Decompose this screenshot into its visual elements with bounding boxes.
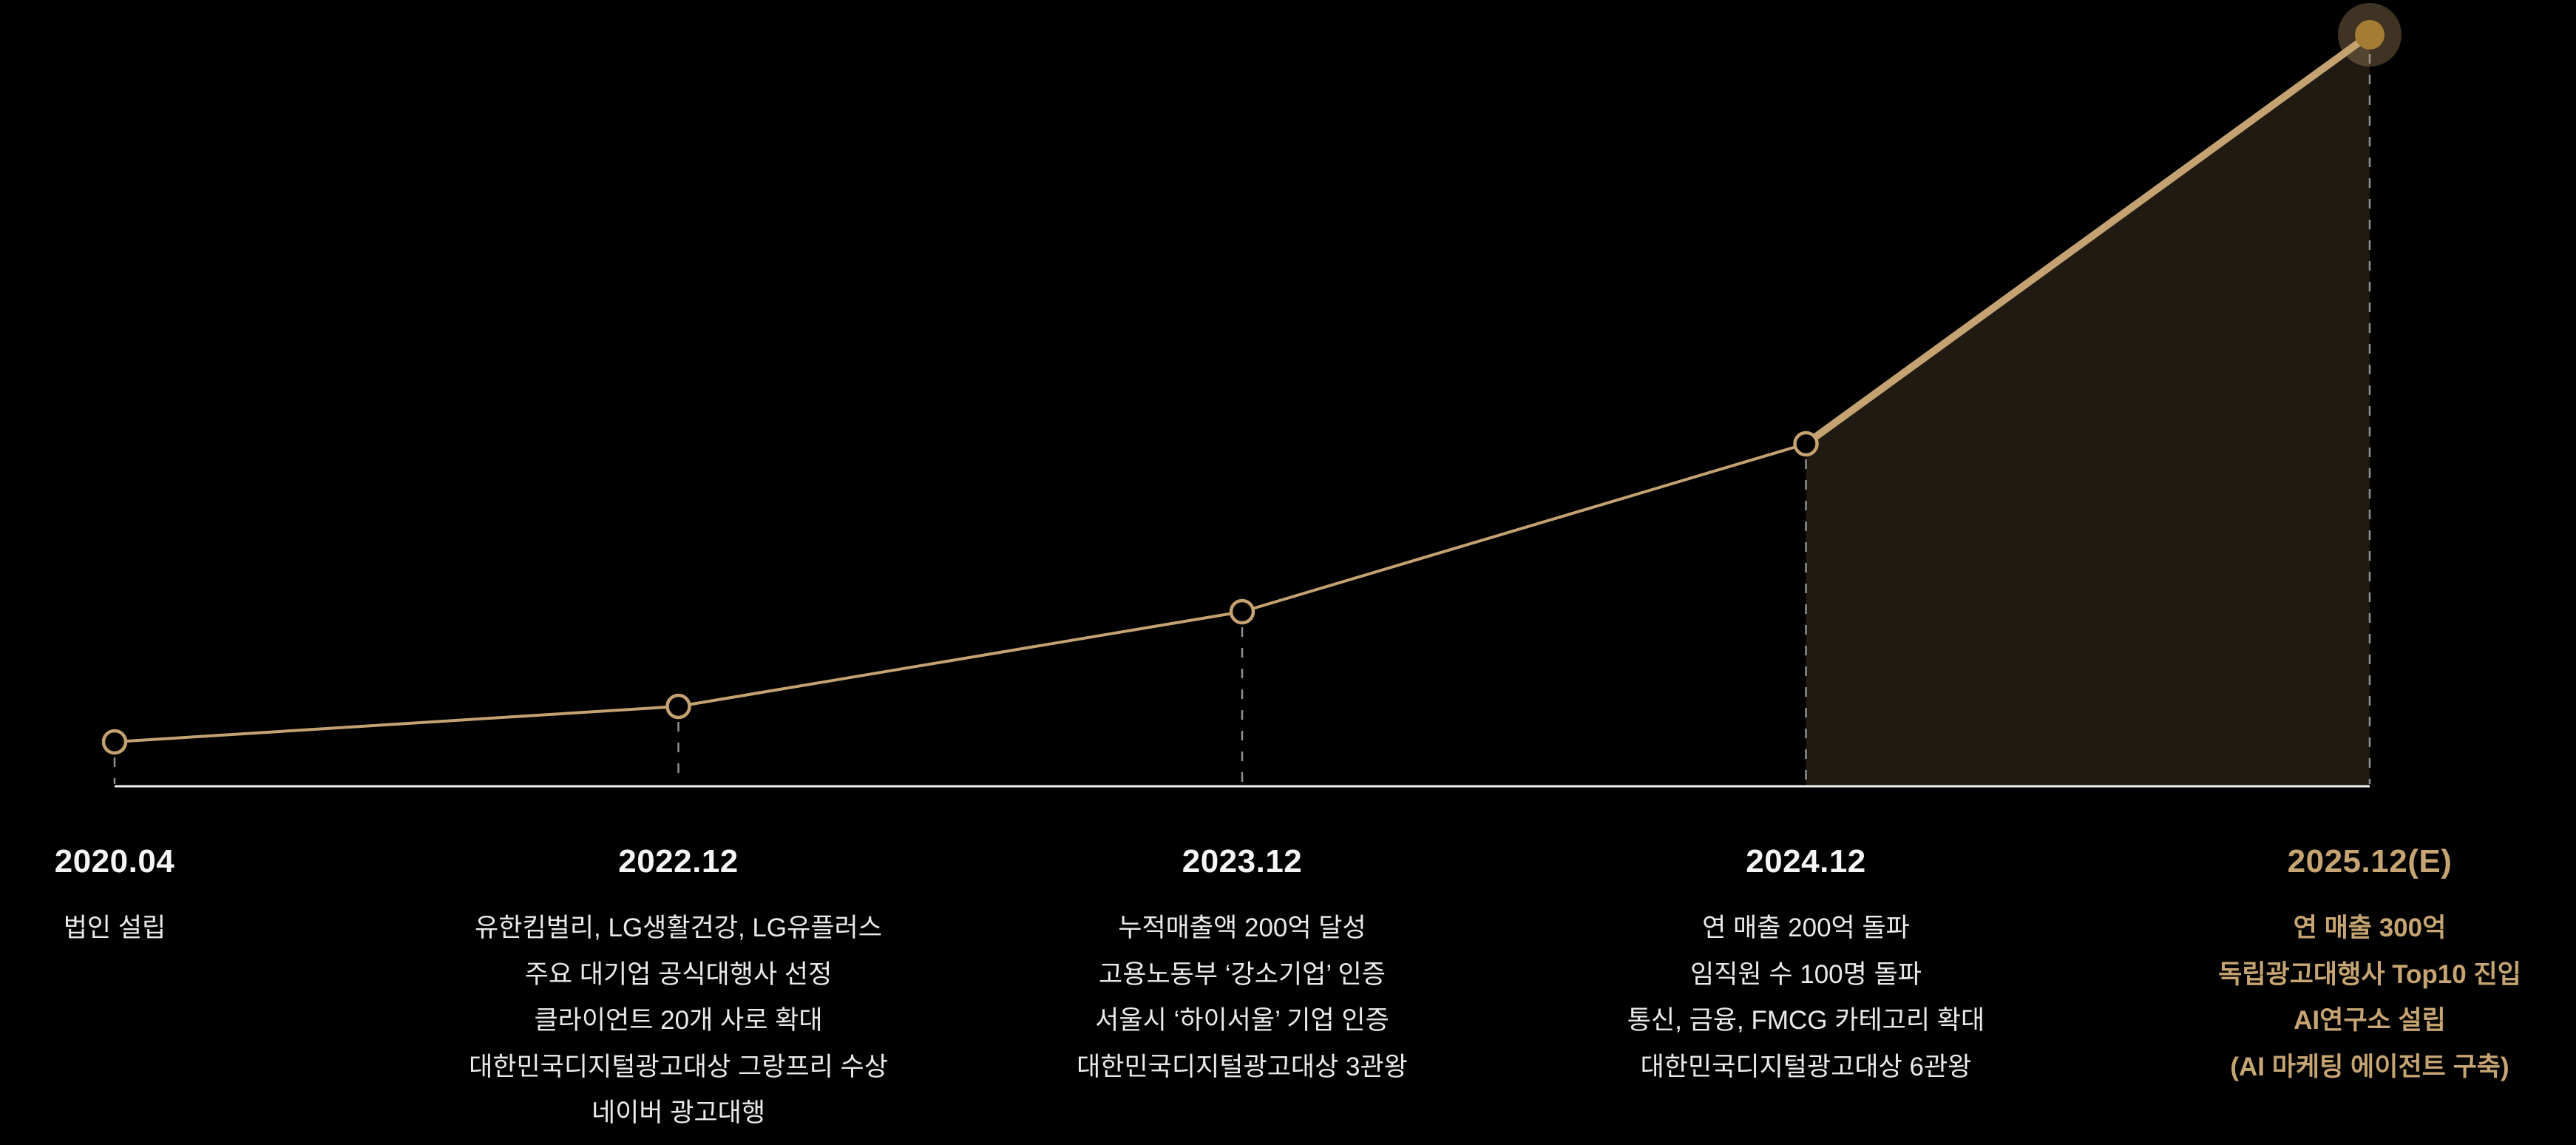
description-line: 독립광고대행사 Top10 진입 [2218, 959, 2521, 989]
description-line: 대한민국디지털광고대상 그랑프리 수상 [469, 1052, 888, 1081]
milestone-point-open [101, 729, 128, 755]
milestone-date: 2025.12(E) [2287, 843, 2453, 879]
description-line: 주요 대기업 공식대행사 선정 [524, 959, 833, 989]
milestone-description: 연 매출 300억 독립광고대행사 Top10 진입 AI연구소 설립 (AI … [2089, 905, 2576, 1090]
description-line: (AI 마케팅 에이전트 구축) [2230, 1052, 2509, 1081]
milestone-column-2022-12: 2022.12 유한킴벌리, LG생활건강, LG유플러스 주요 대기업 공식대… [398, 843, 960, 1137]
milestone-point-open [1793, 430, 1819, 457]
description-line: AI연구소 설립 [2294, 1006, 2446, 1035]
description-line: 대한민국디지털광고대상 6관왕 [1640, 1052, 1972, 1081]
milestone-description: 연 매출 200억 돌파 임직원 수 100명 돌파 통신, 금융, FMCG … [1525, 905, 2087, 1090]
milestone-date: 2023.12 [1182, 843, 1303, 879]
final-point-dot [2355, 20, 2385, 50]
milestone-column-2024-12: 2024.12 연 매출 200억 돌파 임직원 수 100명 돌파 통신, 금… [1525, 843, 2087, 1090]
growth-line-historical [114, 442, 1807, 743]
milestone-point-open [665, 693, 691, 720]
milestone-column-2023-12: 2023.12 누적매출액 200억 달성 고용노동부 ‘강소기업’ 인증 서울… [961, 843, 1523, 1090]
description-line: 클라이언트 20개 사로 확대 [534, 1006, 823, 1035]
milestone-column-2025-12-projected: 2025.12(E) 연 매출 300억 독립광고대행사 Top10 진입 AI… [2089, 843, 2576, 1090]
description-line: 서울시 ‘하이서울’ 기업 인증 [1095, 1006, 1389, 1035]
description-line: 연 매출 300억 [2293, 913, 2447, 942]
description-line: 네이버 광고대행 [591, 1098, 766, 1127]
description-line: 연 매출 200억 돌파 [1702, 913, 1910, 942]
description-line: 누적매출액 200억 달성 [1118, 913, 1366, 942]
milestone-point-open [1229, 598, 1255, 625]
milestone-description: 법인 설립 [0, 905, 396, 952]
growth-line-projected [1802, 31, 2373, 447]
milestone-description: 유한킴벌리, LG생활건강, LG유플러스 주요 대기업 공식대행사 선정 클라… [398, 905, 960, 1137]
milestone-date: 2024.12 [1746, 843, 1866, 879]
milestone-date: 2022.12 [618, 843, 739, 879]
milestone-description: 누적매출액 200억 달성 고용노동부 ‘강소기업’ 인증 서울시 ‘하이서울’… [961, 905, 1523, 1090]
projected-area-fill [1806, 35, 2370, 786]
description-line: 유한킴벌리, LG생활건강, LG유플러스 [475, 913, 882, 942]
description-line: 임직원 수 100명 돌파 [1690, 959, 1922, 989]
milestone-column-2020-04: 2020.04 법인 설립 [0, 843, 396, 952]
milestone-date: 2020.04 [54, 843, 175, 879]
description-line: 고용노동부 ‘강소기업’ 인증 [1099, 959, 1386, 989]
description-line: 통신, 금융, FMCG 카테고리 확대 [1627, 1006, 1985, 1035]
description-line: 대한민국디지털광고대상 3관왕 [1077, 1052, 1408, 1081]
description-line: 법인 설립 [63, 913, 166, 942]
